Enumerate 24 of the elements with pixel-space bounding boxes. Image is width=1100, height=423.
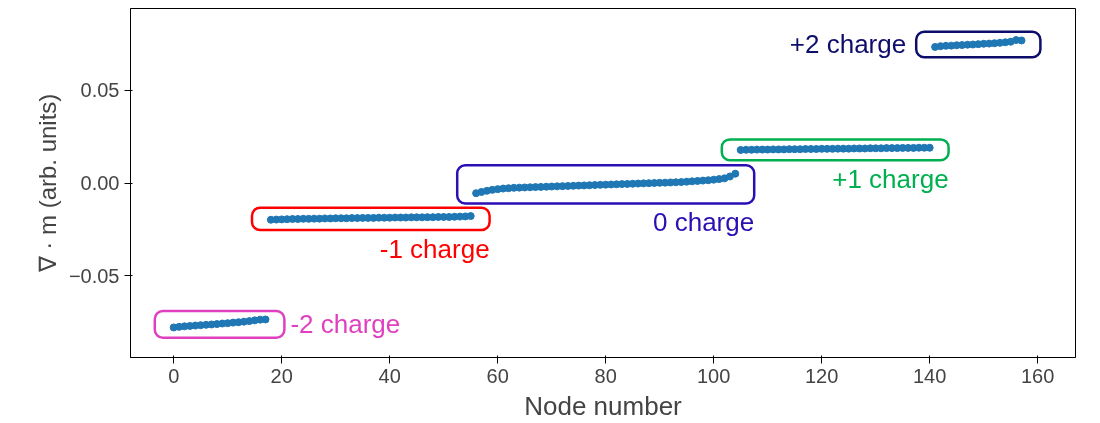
x-tick-label: 60 bbox=[486, 364, 509, 387]
x-tick-label: 20 bbox=[270, 364, 293, 387]
point bbox=[1017, 36, 1026, 45]
series-label: -2 charge bbox=[290, 309, 401, 340]
point bbox=[725, 172, 734, 181]
x-tick-label: 0 bbox=[168, 364, 180, 387]
point bbox=[466, 212, 475, 221]
x-tick-label: 80 bbox=[594, 364, 617, 387]
x-tick-label: 140 bbox=[913, 364, 947, 387]
point bbox=[261, 315, 270, 324]
series-label: 0 charge bbox=[653, 207, 755, 238]
series-label: +1 charge bbox=[832, 164, 949, 195]
x-tick-label: 40 bbox=[378, 364, 401, 387]
y-tick-label: 0.00 bbox=[80, 172, 120, 194]
series-label: -1 charge bbox=[379, 233, 490, 264]
point bbox=[731, 169, 740, 178]
y-tick-label: 0.05 bbox=[80, 79, 120, 102]
y-tick-label: −0.05 bbox=[68, 264, 120, 287]
x-tick-label: 160 bbox=[1021, 364, 1055, 387]
y-axis-title: ∇ · m (arb. units) bbox=[33, 93, 61, 274]
x-axis-title: Node number bbox=[524, 390, 683, 421]
x-tick-label: 120 bbox=[805, 364, 839, 387]
series-label: +2 charge bbox=[789, 29, 907, 60]
x-tick-label: 100 bbox=[697, 364, 731, 387]
